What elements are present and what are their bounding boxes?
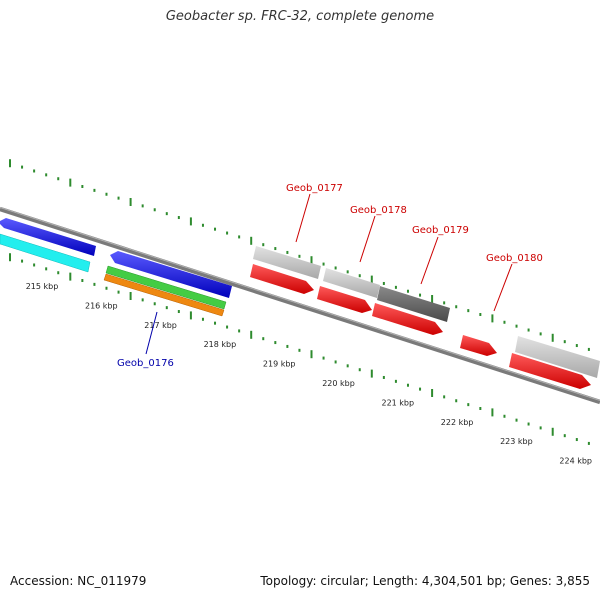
tick-label: 222 kbp bbox=[441, 418, 474, 427]
gene-label-geob-0177[interactable]: Geob_0177 bbox=[286, 183, 343, 194]
gene-arrow-red-right[interactable] bbox=[509, 353, 591, 389]
genome-summary: Topology: circular; Length: 4,304,501 bp… bbox=[260, 574, 590, 588]
inner-tick-ring bbox=[9, 253, 590, 445]
map-title: Geobacter sp. FRC-32, complete genome bbox=[165, 9, 435, 24]
gene-bar-gray-right[interactable] bbox=[515, 336, 600, 378]
tick-label: 221 kbp bbox=[381, 398, 414, 407]
outer-tick-ring bbox=[9, 159, 590, 351]
genome-backbone-highlight bbox=[0, 207, 600, 401]
tick-label: 223 kbp bbox=[500, 437, 533, 446]
gene-bar-cyan-left[interactable] bbox=[0, 233, 91, 273]
gene-label-geob-0179[interactable]: Geob_0179 bbox=[412, 225, 469, 236]
gene-bar-gray-0177[interactable] bbox=[253, 246, 321, 279]
feature-tracks bbox=[0, 218, 600, 389]
tick-label: 216 kbp bbox=[85, 301, 118, 310]
gene-bar-orange[interactable] bbox=[103, 273, 225, 317]
gene-labels: Geob_0176 Geob_0177 Geob_0178 Geob_0179 … bbox=[117, 183, 543, 369]
gene-label-geob-0176[interactable]: Geob_0176 bbox=[117, 358, 174, 369]
gene-bar-green[interactable] bbox=[105, 265, 227, 310]
tick-labels: 215 kbp 216 kbp 217 kbp 218 kbp 219 kbp 220 k… bbox=[26, 282, 592, 466]
gene-bar-gray-0178[interactable] bbox=[323, 268, 380, 298]
gene-arrow-red-0179[interactable] bbox=[372, 303, 443, 335]
accession-label: Accession: NC_011979 bbox=[10, 574, 147, 588]
gene-label-geob-0178[interactable]: Geob_0178 bbox=[350, 205, 407, 216]
tick-label: 224 kbp bbox=[559, 457, 592, 466]
gene-arrow-geob-0176[interactable] bbox=[110, 251, 232, 298]
gene-arrow-red-0180[interactable] bbox=[460, 335, 497, 356]
gene-arrow-blue-left[interactable] bbox=[0, 218, 96, 256]
gene-label-geob-0180[interactable]: Geob_0180 bbox=[486, 253, 543, 264]
gene-label-leaders bbox=[145, 193, 513, 355]
tick-label: 220 kbp bbox=[322, 379, 355, 388]
genome-backbone bbox=[0, 206, 600, 405]
tick-label: 218 kbp bbox=[204, 340, 237, 349]
tick-label: 219 kbp bbox=[263, 360, 296, 369]
gene-arrow-red-0177[interactable] bbox=[250, 264, 314, 294]
tick-label: 217 kbp bbox=[144, 321, 177, 330]
gene-arrow-red-0178[interactable] bbox=[317, 286, 372, 313]
gene-bar-dark-0179[interactable] bbox=[377, 286, 450, 322]
tick-label: 215 kbp bbox=[26, 282, 59, 291]
